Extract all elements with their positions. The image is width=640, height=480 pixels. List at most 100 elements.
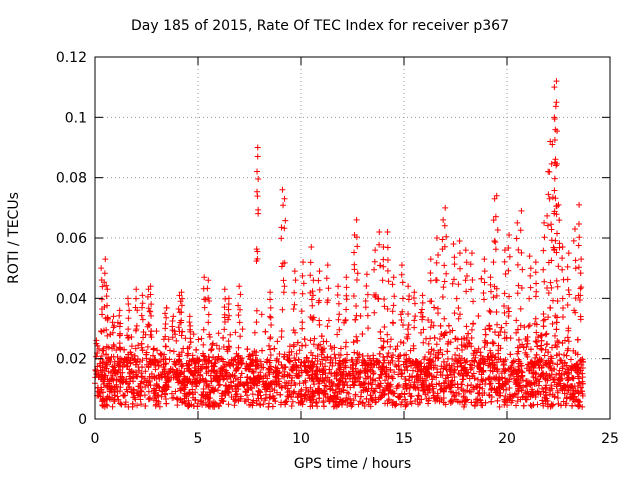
data-point xyxy=(353,312,360,319)
data-point xyxy=(567,356,574,363)
data-point xyxy=(548,355,555,362)
data-point xyxy=(134,389,141,396)
data-point xyxy=(218,365,225,372)
data-point xyxy=(290,306,297,313)
data-point xyxy=(116,340,123,347)
data-point xyxy=(575,220,582,227)
data-point xyxy=(515,336,522,343)
data-point xyxy=(268,322,275,329)
data-point xyxy=(470,320,477,327)
data-point xyxy=(384,400,391,407)
data-point xyxy=(278,384,285,391)
data-point xyxy=(554,230,561,237)
data-point xyxy=(413,358,420,365)
data-point xyxy=(447,371,454,378)
data-point xyxy=(553,371,560,378)
data-point xyxy=(265,366,272,373)
data-point xyxy=(569,374,576,381)
data-point xyxy=(226,359,233,366)
data-point xyxy=(140,328,147,335)
data-point xyxy=(361,402,368,409)
data-point xyxy=(491,362,498,369)
data-point xyxy=(172,331,179,338)
data-point xyxy=(559,266,566,273)
data-point xyxy=(530,401,537,408)
data-point xyxy=(440,216,447,223)
data-point xyxy=(409,374,416,381)
data-point xyxy=(487,353,494,360)
data-point xyxy=(465,330,472,337)
data-point xyxy=(353,234,360,241)
data-point xyxy=(162,343,169,350)
data-point xyxy=(335,300,342,307)
data-point xyxy=(421,378,428,385)
data-point xyxy=(545,314,552,321)
data-point xyxy=(399,321,406,328)
data-point xyxy=(352,316,359,323)
data-point xyxy=(405,322,412,329)
data-point xyxy=(310,292,317,299)
data-point xyxy=(395,371,402,378)
data-point xyxy=(540,311,547,318)
data-point xyxy=(247,361,254,368)
data-point xyxy=(168,390,175,397)
y-tick-label: 0 xyxy=(78,412,87,428)
data-point xyxy=(500,386,507,393)
data-point xyxy=(384,267,391,274)
data-point xyxy=(347,384,354,391)
data-point xyxy=(285,357,292,364)
data-point xyxy=(491,354,498,361)
data-point xyxy=(571,225,578,232)
data-point xyxy=(488,387,495,394)
data-point xyxy=(193,346,200,353)
data-point xyxy=(298,369,305,376)
data-point xyxy=(571,393,578,400)
data-point xyxy=(542,374,549,381)
data-point xyxy=(196,357,203,364)
data-point xyxy=(110,313,117,320)
data-point xyxy=(253,319,260,326)
data-point xyxy=(95,345,102,352)
data-point xyxy=(215,403,222,410)
data-point xyxy=(551,187,558,194)
data-point xyxy=(362,297,369,304)
data-point xyxy=(384,257,391,264)
data-point xyxy=(376,374,383,381)
data-point xyxy=(454,363,461,370)
data-point xyxy=(324,323,331,330)
data-point xyxy=(101,397,108,404)
data-point xyxy=(98,265,105,272)
data-point xyxy=(492,246,499,253)
data-point xyxy=(336,326,343,333)
data-point xyxy=(525,323,532,330)
data-point xyxy=(218,355,225,362)
data-point xyxy=(181,386,188,393)
data-point xyxy=(316,286,323,293)
data-point xyxy=(463,336,470,343)
data-point xyxy=(527,272,534,279)
data-point xyxy=(235,376,242,383)
data-point xyxy=(556,244,563,251)
data-point xyxy=(455,281,462,288)
data-point xyxy=(214,387,221,394)
x-axis-label: GPS time / hours xyxy=(293,456,412,472)
data-point xyxy=(469,277,476,284)
data-point xyxy=(225,301,232,308)
data-point xyxy=(475,345,482,352)
data-point xyxy=(145,286,152,293)
data-point xyxy=(145,388,152,395)
data-point xyxy=(203,363,210,370)
data-point xyxy=(389,308,396,315)
data-point xyxy=(343,378,350,385)
data-point xyxy=(497,356,504,363)
data-point xyxy=(205,277,212,284)
data-point xyxy=(99,371,106,378)
data-point xyxy=(132,327,139,334)
data-point xyxy=(281,259,288,266)
data-point xyxy=(343,357,350,364)
data-point xyxy=(506,293,513,300)
data-point xyxy=(381,296,388,303)
data-point xyxy=(373,398,380,405)
data-point xyxy=(489,368,496,375)
data-point xyxy=(406,377,413,384)
